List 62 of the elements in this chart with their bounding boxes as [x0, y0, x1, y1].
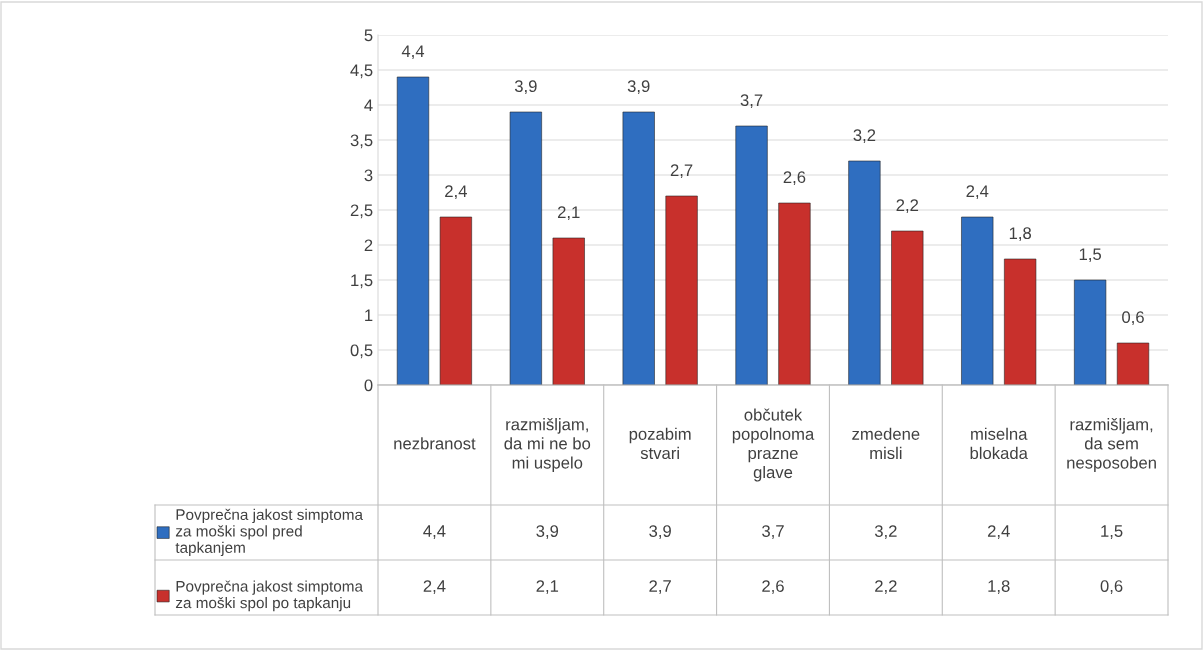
bar	[665, 195, 698, 385]
data-label: 3,9	[536, 525, 559, 539]
data-label: 3,7	[762, 525, 784, 539]
data-label: 3,2	[874, 525, 897, 539]
x-tick-label: zmedene misli	[852, 427, 920, 460]
legend-label: Povprečna jakost simptoma za moški spol pred tapkanjem	[175, 508, 363, 557]
text: 2,1	[557, 206, 580, 221]
text: 2,4	[445, 185, 467, 200]
bar	[961, 216, 994, 385]
y-tick-label: 5	[364, 29, 373, 42]
y-tick-label: 0	[364, 379, 373, 392]
bar	[848, 160, 881, 385]
y-tick-label: 4	[364, 99, 373, 112]
bar	[1074, 279, 1107, 385]
y-tick-label: 0,5	[350, 344, 373, 359]
bar	[1116, 342, 1150, 385]
y-tick-label: 3,5	[350, 134, 373, 149]
bar	[396, 76, 430, 385]
text: 3,9	[627, 80, 650, 95]
legend-label: Povprečna jakost simptoma za moški spol po tapkanju	[175, 580, 363, 612]
x-tick-label: miselna blokada	[970, 427, 1028, 460]
data-label: 2,6	[762, 580, 784, 594]
text: 0,6	[1122, 311, 1144, 326]
text: 4,4	[401, 45, 425, 60]
y-tick-label: 3	[364, 169, 373, 182]
data-label: 1,8	[988, 580, 1010, 594]
text: 2,2	[896, 199, 919, 214]
text: 2,7	[670, 164, 693, 179]
bar	[735, 125, 768, 385]
data-label: 2,4	[987, 525, 1010, 539]
bar	[891, 230, 924, 385]
data-label: 3,9	[649, 525, 671, 539]
data-label: 2,7	[649, 580, 671, 594]
x-tick-label: razmišljam, da sem nesposoben	[1067, 418, 1156, 472]
y-tick-label: 2	[364, 239, 373, 252]
x-tick-label: razmišljam, da mi ne bo mi uspelo	[504, 418, 591, 472]
data-label: 1,5	[1101, 525, 1123, 539]
data-label: 2,4	[423, 580, 446, 594]
data-label: 0,6	[1100, 580, 1123, 594]
text: 3,7	[740, 94, 763, 109]
x-tick-label: občutek popolnoma prazne glave	[732, 408, 815, 482]
x-tick-label: pozabim stvari	[629, 427, 691, 460]
data-label: 4,4	[423, 525, 446, 539]
text: 1,5	[1079, 248, 1102, 263]
text: 1,8	[1009, 227, 1032, 242]
y-tick-label: 1	[365, 309, 373, 322]
y-tick-label: 1,5	[351, 274, 373, 289]
bar	[439, 216, 472, 385]
data-label: 2,2	[875, 580, 897, 594]
bar	[552, 237, 585, 385]
y-tick-label: 2,5	[350, 204, 373, 219]
y-tick-label: 4,5	[350, 64, 373, 79]
text: 2,6	[783, 171, 806, 186]
bar	[778, 202, 811, 385]
data-label: 2,1	[536, 580, 559, 594]
text: 2,4	[966, 185, 989, 200]
text: 3,9	[514, 80, 537, 95]
bar	[1004, 258, 1037, 385]
bar	[622, 111, 655, 385]
bar	[509, 111, 542, 385]
x-tick-label: nezbranost	[394, 437, 476, 450]
text: 3,2	[853, 129, 876, 144]
